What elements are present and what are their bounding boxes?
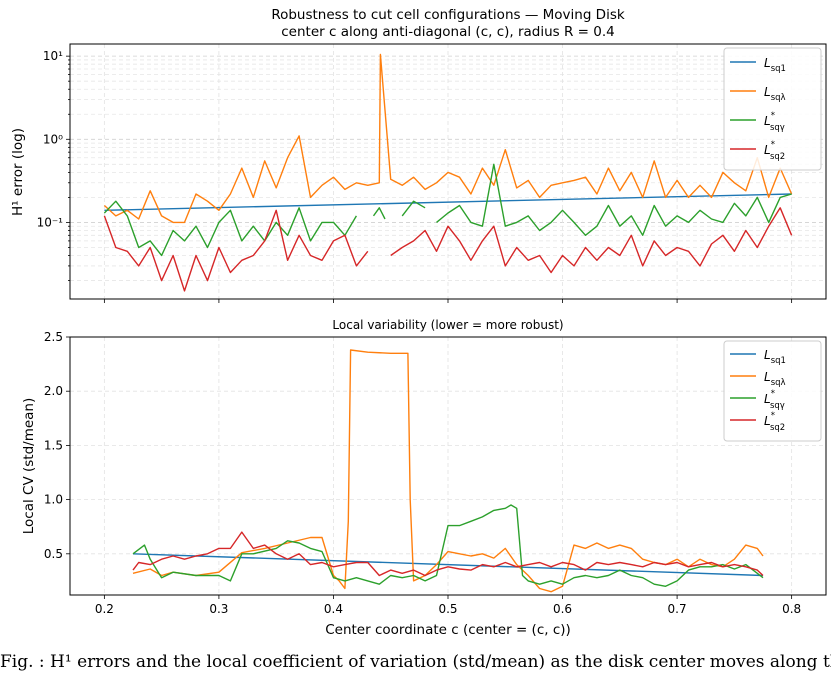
chart-subtitle: center c along anti-diagonal (c, c), rad… xyxy=(281,24,615,40)
bottom-x-tick-label: 0.2 xyxy=(95,602,114,616)
bottom-x-tick-label: 0.7 xyxy=(668,602,687,616)
bottom-series-line-1 xyxy=(132,349,764,593)
bottom-x-tick-label: 0.8 xyxy=(782,602,801,616)
figure-canvas: Robustness to cut cell configurations — … xyxy=(10,7,827,638)
top-y-axis-label: H¹ error (log) xyxy=(10,128,26,216)
top-series-line-2 xyxy=(103,163,792,257)
bottom-chart-title: Local variability (lower = more robust) xyxy=(332,318,563,332)
bottom-y-tick-label: 1.0 xyxy=(44,493,63,507)
bottom-legend-label: Lsqλ xyxy=(764,370,786,388)
figure-caption: Fig. : H¹ errors and the local coefficie… xyxy=(0,652,831,672)
bottom-y-tick-label: 2.0 xyxy=(44,384,63,398)
top-x-ticks xyxy=(103,299,793,303)
bottom-legend-label: L* sq2 xyxy=(764,411,785,433)
bottom-legend-label: Lsq1 xyxy=(764,348,786,366)
chart-title: Robustness to cut cell configurations — … xyxy=(271,7,625,23)
top-legend: Lsq1 Lsqλ L* sqγ L* sq2 xyxy=(723,47,822,171)
top-series-line-0 xyxy=(104,193,792,211)
top-series-line-3 xyxy=(103,207,793,292)
top-legend-box xyxy=(723,47,822,171)
top-series-line-1 xyxy=(103,53,793,224)
top-series-lines xyxy=(103,53,793,292)
bottom-y-ticks: 0.5 1.0 1.5 2.0 2.5 xyxy=(44,330,70,561)
bottom-y-tick-label: 0.5 xyxy=(44,547,63,561)
top-legend-label: Lsqλ xyxy=(764,85,786,103)
bottom-x-tick-label: 0.5 xyxy=(438,602,457,616)
top-y-tick-label: 10⁰ xyxy=(43,132,63,146)
bottom-x-ticks: 0.2 0.3 0.4 0.5 0.6 0.7 0.8 xyxy=(95,595,801,616)
bottom-series-lines xyxy=(132,349,764,593)
bottom-series-line-2 xyxy=(132,504,764,587)
top-legend-label: L* sq2 xyxy=(764,140,785,162)
top-legend-label: L* sqγ xyxy=(764,111,785,133)
bottom-y-axis-label: Local CV (std/mean) xyxy=(21,398,37,535)
bottom-y-tick-label: 2.5 xyxy=(44,330,63,344)
bottom-legend-label: L* sqγ xyxy=(764,389,785,411)
bottom-x-tick-label: 0.3 xyxy=(209,602,228,616)
bottom-x-tick-label: 0.4 xyxy=(324,602,343,616)
bottom-series-line-3 xyxy=(132,531,764,577)
top-legend-label: Lsq1 xyxy=(764,56,786,74)
x-axis-label: Center coordinate c (center = (c, c)) xyxy=(325,622,571,638)
top-y-tick-label: 10⁻¹ xyxy=(37,215,64,229)
top-y-ticks: 10⁻¹ 10⁰ 10¹ xyxy=(37,49,64,229)
top-y-tick-label: 10¹ xyxy=(43,49,63,63)
bottom-y-tick-label: 1.5 xyxy=(44,438,63,452)
bottom-legend-box xyxy=(723,340,822,442)
bottom-series-line-0 xyxy=(132,553,764,577)
bottom-x-tick-label: 0.6 xyxy=(553,602,572,616)
